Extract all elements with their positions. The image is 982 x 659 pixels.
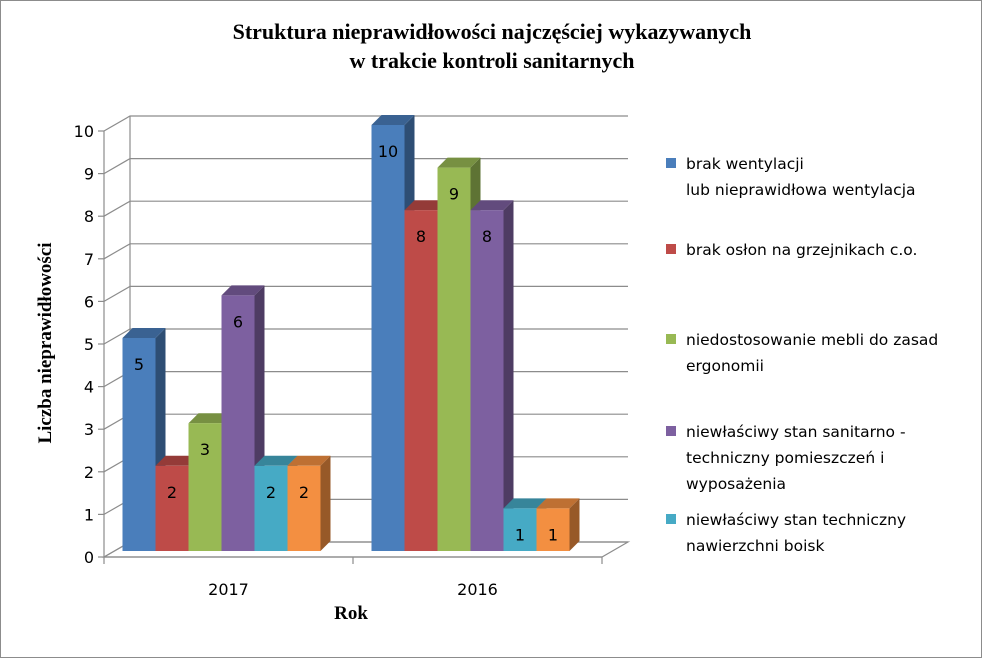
chart-subtitle: w trakcie kontroli sanitarnych xyxy=(349,48,635,73)
data-label: 6 xyxy=(233,312,243,331)
y-tick-label: 0 xyxy=(84,548,94,567)
bar xyxy=(371,125,405,551)
y-tick-label: 1 xyxy=(84,505,94,524)
data-label: 5 xyxy=(134,355,144,374)
legend-label: niewłaściwy stan techniczny nawierzchni … xyxy=(686,511,907,555)
y-tick-label: 6 xyxy=(84,292,94,311)
y-tick-label: 8 xyxy=(84,207,94,226)
gridline xyxy=(103,243,628,260)
y-tick-label: 2 xyxy=(84,463,94,482)
bar-side xyxy=(503,200,514,551)
bar xyxy=(437,167,471,551)
data-label: 2 xyxy=(167,483,177,502)
y-tick-label: 10 xyxy=(74,122,94,141)
gridline xyxy=(103,285,628,302)
gridline xyxy=(103,200,628,217)
gridline xyxy=(103,413,628,430)
legend-label: niewłaściwy stan sanitarno - techniczny … xyxy=(686,423,906,493)
gridline xyxy=(103,158,628,175)
bar-top xyxy=(503,498,547,509)
legend-label: brak osłon na grzejnikach c.o. xyxy=(686,241,918,259)
bar-top xyxy=(470,200,514,211)
bar-side xyxy=(320,455,331,551)
y-tick-label: 7 xyxy=(84,250,94,269)
data-label: 2 xyxy=(266,483,276,502)
bar xyxy=(188,423,222,551)
legend-swatch xyxy=(666,426,676,436)
bar xyxy=(536,508,570,551)
x-axis-title: Rok xyxy=(334,603,368,624)
bar xyxy=(404,210,438,551)
y-tick-label: 9 xyxy=(84,165,94,184)
legend-swatch xyxy=(666,334,676,344)
data-label: 1 xyxy=(548,525,558,544)
legend-label: brak wentylacji lub nieprawidłowa wentyl… xyxy=(686,155,916,199)
y-tick-label: 4 xyxy=(84,378,94,397)
y-tick-label: 5 xyxy=(84,335,94,354)
data-label: 2 xyxy=(299,483,309,502)
bar xyxy=(122,338,156,551)
y-axis-title: Liczba nieprawidłowości xyxy=(35,242,56,444)
data-label: 8 xyxy=(482,227,492,246)
data-label: 8 xyxy=(416,227,426,246)
bar xyxy=(503,508,537,551)
x-tick-label: 2016 xyxy=(457,580,498,599)
bar-side xyxy=(569,498,580,551)
bar xyxy=(155,465,189,551)
legend-label: niedostosowanie mebli do zasad ergonomii xyxy=(686,331,939,375)
bar-top xyxy=(404,200,448,211)
bar-top xyxy=(254,455,298,466)
bar-top xyxy=(122,328,166,338)
y-tick-label: 3 xyxy=(84,420,94,439)
bar-top xyxy=(155,455,199,466)
bar xyxy=(254,465,288,551)
x-tick-label: 2017 xyxy=(208,580,249,599)
gridline xyxy=(103,328,628,345)
bar-top xyxy=(536,498,580,509)
bar xyxy=(221,295,255,551)
bar-top xyxy=(371,115,415,125)
gridline xyxy=(103,371,628,388)
bar-top xyxy=(437,157,481,168)
data-label: 1 xyxy=(515,525,525,544)
bar-top xyxy=(221,285,265,296)
data-label: 3 xyxy=(200,440,210,459)
data-label: 10 xyxy=(378,142,398,161)
legend-swatch xyxy=(666,514,676,524)
gridline xyxy=(103,115,628,132)
chart-title: Struktura nieprawidłowości najczęściej w… xyxy=(232,19,752,44)
bar xyxy=(287,465,321,551)
data-label: 9 xyxy=(449,185,459,204)
legend-swatch xyxy=(666,244,676,254)
legend-swatch xyxy=(666,158,676,168)
bar-top xyxy=(188,413,232,424)
bar-top xyxy=(287,455,331,466)
bar xyxy=(470,210,504,551)
